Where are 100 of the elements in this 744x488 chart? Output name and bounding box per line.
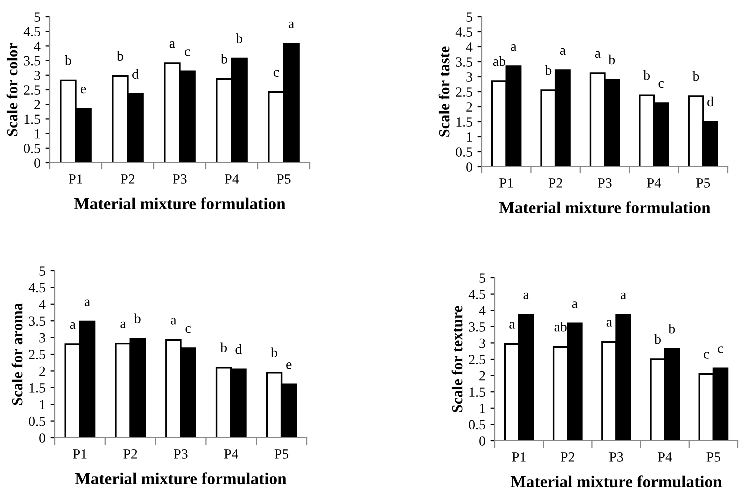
- y-tick-label: 3: [466, 72, 472, 82]
- x-tick-label: P2: [124, 450, 138, 459]
- x-axis-title: Material mixture formulation: [499, 202, 711, 214]
- data-label: b: [220, 54, 228, 64]
- y-tick-label: 2: [480, 371, 486, 381]
- y-tick-label: 3.5: [456, 58, 472, 68]
- x-tick-label: P4: [225, 174, 240, 184]
- y-tick-label: 4: [466, 42, 473, 52]
- y-tick-label: 1: [467, 132, 472, 142]
- x-tick-label: P4: [647, 178, 662, 188]
- x-tick-label: P3: [610, 452, 624, 462]
- y-tick-label: 2: [40, 366, 46, 376]
- y-axis-title: Scale for texture: [452, 306, 463, 412]
- x-tick-label: P4: [658, 452, 672, 462]
- x-tick-label: P1: [500, 178, 514, 188]
- x-tick-label: P2: [121, 174, 135, 184]
- data-label: b: [271, 348, 278, 358]
- y-tick-label: 2: [34, 100, 40, 110]
- x-tick-label: P4: [224, 450, 239, 459]
- data-label: a: [595, 51, 601, 58]
- y-tick-label: 5: [466, 12, 472, 22]
- data-label: b: [654, 334, 661, 344]
- y-tick-label: 0.5: [469, 420, 486, 430]
- y-tick-label: 4: [39, 300, 46, 310]
- y-tick-label: 1.5: [470, 388, 486, 398]
- data-label: b: [116, 51, 124, 61]
- data-label: c: [184, 50, 190, 56]
- data-label: a: [84, 300, 90, 306]
- data-label: c: [658, 81, 664, 88]
- x-axis-title: Material mixture formulation: [74, 198, 286, 210]
- y-tick-label: 4.5: [456, 28, 472, 38]
- y-tick-label: 3: [480, 338, 486, 348]
- y-tick-label: 3: [40, 333, 46, 343]
- x-tick-label: P3: [173, 174, 187, 184]
- data-label: b: [644, 70, 650, 80]
- x-tick-label: P5: [706, 452, 720, 462]
- y-tick-label: 0: [466, 162, 472, 172]
- y-tick-label: 3.5: [469, 322, 486, 332]
- x-tick-label: P1: [69, 174, 82, 184]
- data-label: e: [286, 362, 292, 370]
- data-label: a: [511, 44, 517, 52]
- data-label: d: [132, 69, 139, 80]
- x-tick-label: P3: [174, 450, 188, 459]
- data-label: a: [288, 22, 294, 29]
- y-tick-label: 2.5: [456, 88, 472, 98]
- x-tick-label: P1: [512, 452, 526, 462]
- y-tick-label: 1: [40, 400, 46, 410]
- x-tick-label: P1: [73, 450, 87, 459]
- data-label: ab: [554, 322, 567, 332]
- x-axis-title: Material mixture formulation: [75, 472, 287, 485]
- y-tick-label: 4.5: [28, 283, 46, 293]
- data-label: b: [668, 324, 676, 334]
- x-tick-label: P5: [696, 178, 710, 188]
- data-label: a: [171, 318, 177, 325]
- x-tick-label: P2: [548, 178, 562, 188]
- y-tick-label: 4.5: [24, 27, 40, 37]
- data-label: b: [64, 56, 72, 66]
- y-tick-label: 1.5: [30, 384, 46, 393]
- data-label: b: [134, 314, 141, 324]
- data-label: a: [170, 41, 176, 48]
- y-axis-title: Scale for aroma: [12, 303, 23, 406]
- data-label: d: [708, 96, 714, 107]
- x-tick-label: P3: [598, 178, 612, 188]
- data-label: a: [560, 48, 566, 56]
- y-tick-label: 4: [479, 306, 486, 316]
- y-axis-title: Scale for taste: [438, 46, 450, 137]
- y-tick-label: 2: [466, 102, 472, 112]
- y-tick-label: 1.5: [456, 118, 472, 128]
- y-tick-label: 1.5: [24, 114, 40, 124]
- data-label: a: [70, 322, 76, 330]
- data-label: b: [692, 71, 700, 82]
- data-label: c: [704, 352, 710, 359]
- y-tick-label: 0.5: [29, 416, 46, 426]
- y-tick-label: 1: [480, 404, 486, 414]
- data-label: a: [572, 302, 578, 308]
- x-tick-label: P2: [560, 452, 574, 462]
- y-tick-label: 2.5: [24, 86, 40, 96]
- y-tick-label: 4.5: [468, 290, 486, 300]
- data-label: b: [608, 54, 616, 65]
- y-tick-label: 1: [35, 129, 40, 139]
- y-tick-label: 0: [480, 436, 486, 446]
- x-axis-title: Material mixture formulation: [510, 476, 722, 488]
- data-label: a: [606, 320, 612, 327]
- data-label: d: [236, 344, 242, 354]
- y-tick-label: 3.5: [29, 316, 46, 326]
- y-tick-label: 0.5: [456, 148, 472, 158]
- data-label: c: [186, 326, 191, 334]
- y-tick-label: 5: [34, 12, 40, 22]
- data-label: a: [510, 322, 516, 329]
- data-label: a: [524, 292, 530, 300]
- y-tick-label: 3.5: [24, 56, 40, 66]
- y-tick-label: 0.5: [24, 144, 40, 154]
- y-tick-label: 2.5: [469, 355, 486, 365]
- y-tick-label: 2.5: [29, 350, 46, 360]
- x-tick-label: P5: [274, 450, 289, 459]
- data-label: c: [718, 346, 724, 354]
- data-label: e: [81, 86, 86, 94]
- y-tick-label: 4: [34, 42, 41, 52]
- y-tick-label: 0: [34, 158, 40, 168]
- data-label: a: [120, 322, 126, 328]
